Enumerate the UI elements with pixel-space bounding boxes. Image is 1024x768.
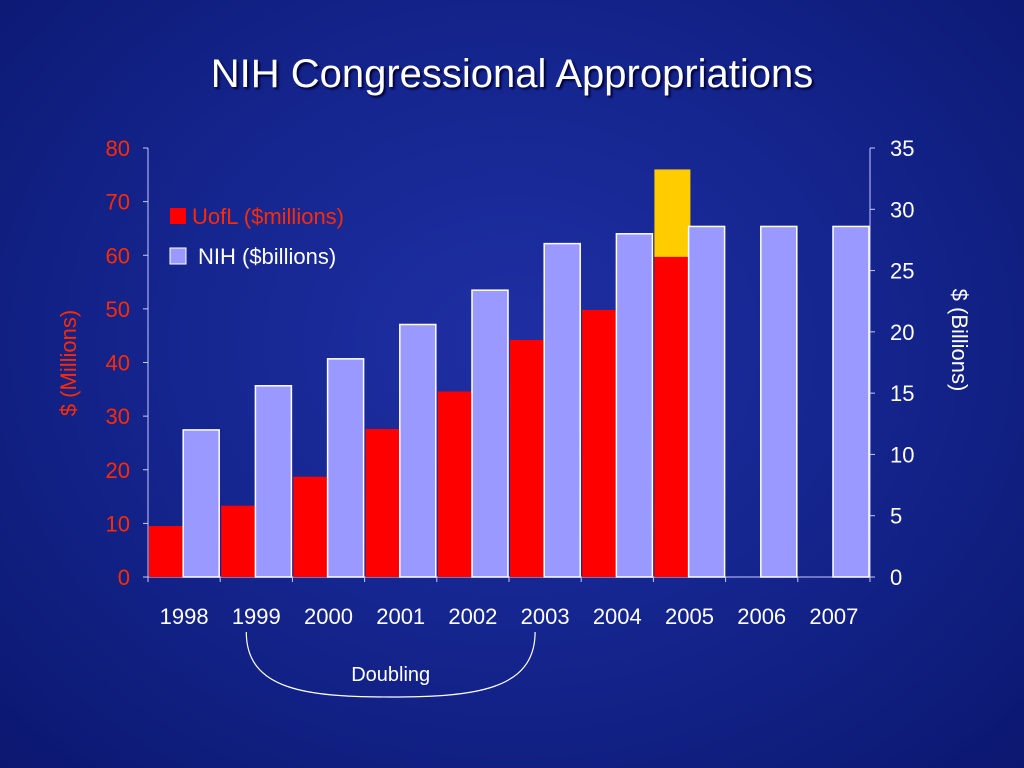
right-axis-title: $ (Billions) bbox=[947, 289, 972, 392]
left-tick-label: 60 bbox=[106, 243, 130, 268]
left-axis-title: $ (Millions) bbox=[56, 310, 81, 416]
nih-bar bbox=[182, 429, 220, 578]
uofl-bar bbox=[293, 476, 330, 577]
x-tick-label: 2007 bbox=[809, 604, 858, 629]
left-tick-label: 10 bbox=[106, 511, 130, 536]
nih-bar bbox=[832, 225, 870, 578]
legend-swatch bbox=[169, 247, 187, 265]
right-tick-label: 20 bbox=[890, 320, 914, 345]
nih-bar bbox=[760, 225, 798, 578]
nih-bar bbox=[471, 289, 509, 578]
legend-label: NIH ($billions) bbox=[198, 244, 336, 269]
right-tick-label: 5 bbox=[890, 504, 902, 529]
right-tick-label: 15 bbox=[890, 381, 914, 406]
uofl-bar bbox=[149, 526, 185, 577]
legend-swatch bbox=[170, 208, 186, 224]
annotation-label: Doubling bbox=[351, 664, 430, 686]
right-tick-label: 10 bbox=[890, 442, 914, 467]
uofl-bar bbox=[654, 256, 691, 577]
nih-bar bbox=[543, 242, 581, 578]
x-tick-label: 2001 bbox=[376, 604, 425, 629]
uofl-bar bbox=[510, 339, 546, 577]
left-tick-label: 70 bbox=[106, 190, 130, 215]
x-tick-label: 1999 bbox=[232, 604, 281, 629]
uofl-bar bbox=[437, 391, 474, 577]
uofl-bar bbox=[582, 309, 619, 577]
uofl-bar bbox=[221, 505, 258, 577]
nih-bar bbox=[615, 233, 654, 578]
left-tick-label: 0 bbox=[118, 565, 130, 590]
doubling-brace bbox=[245, 631, 536, 698]
left-tick-label: 50 bbox=[106, 297, 130, 322]
right-tick-label: 0 bbox=[890, 565, 902, 590]
nih-bar bbox=[254, 385, 293, 578]
left-tick-label: 30 bbox=[106, 404, 130, 429]
chart-title: NIH Congressional Appropriations bbox=[210, 52, 814, 96]
x-tick-label: 2003 bbox=[521, 604, 570, 629]
x-tick-label: 2005 bbox=[665, 604, 714, 629]
right-tick-label: 35 bbox=[890, 136, 914, 161]
uofl-bar bbox=[365, 428, 402, 577]
left-tick-label: 40 bbox=[106, 351, 130, 376]
x-tick-label: 1998 bbox=[160, 604, 209, 629]
x-tick-label: 2004 bbox=[593, 604, 642, 629]
nih-bar bbox=[399, 323, 437, 578]
right-tick-label: 30 bbox=[890, 197, 914, 222]
legend-label: UofL ($millions) bbox=[192, 204, 344, 229]
nih-bar bbox=[687, 225, 726, 578]
x-tick-label: 2002 bbox=[448, 604, 497, 629]
x-tick-label: 2006 bbox=[737, 604, 786, 629]
left-tick-label: 80 bbox=[106, 136, 130, 161]
right-tick-label: 25 bbox=[890, 259, 914, 284]
left-tick-label: 20 bbox=[106, 458, 130, 483]
x-tick-label: 2000 bbox=[304, 604, 353, 629]
uofl-bar-top-segment bbox=[654, 169, 691, 257]
nih-bar bbox=[326, 358, 365, 578]
